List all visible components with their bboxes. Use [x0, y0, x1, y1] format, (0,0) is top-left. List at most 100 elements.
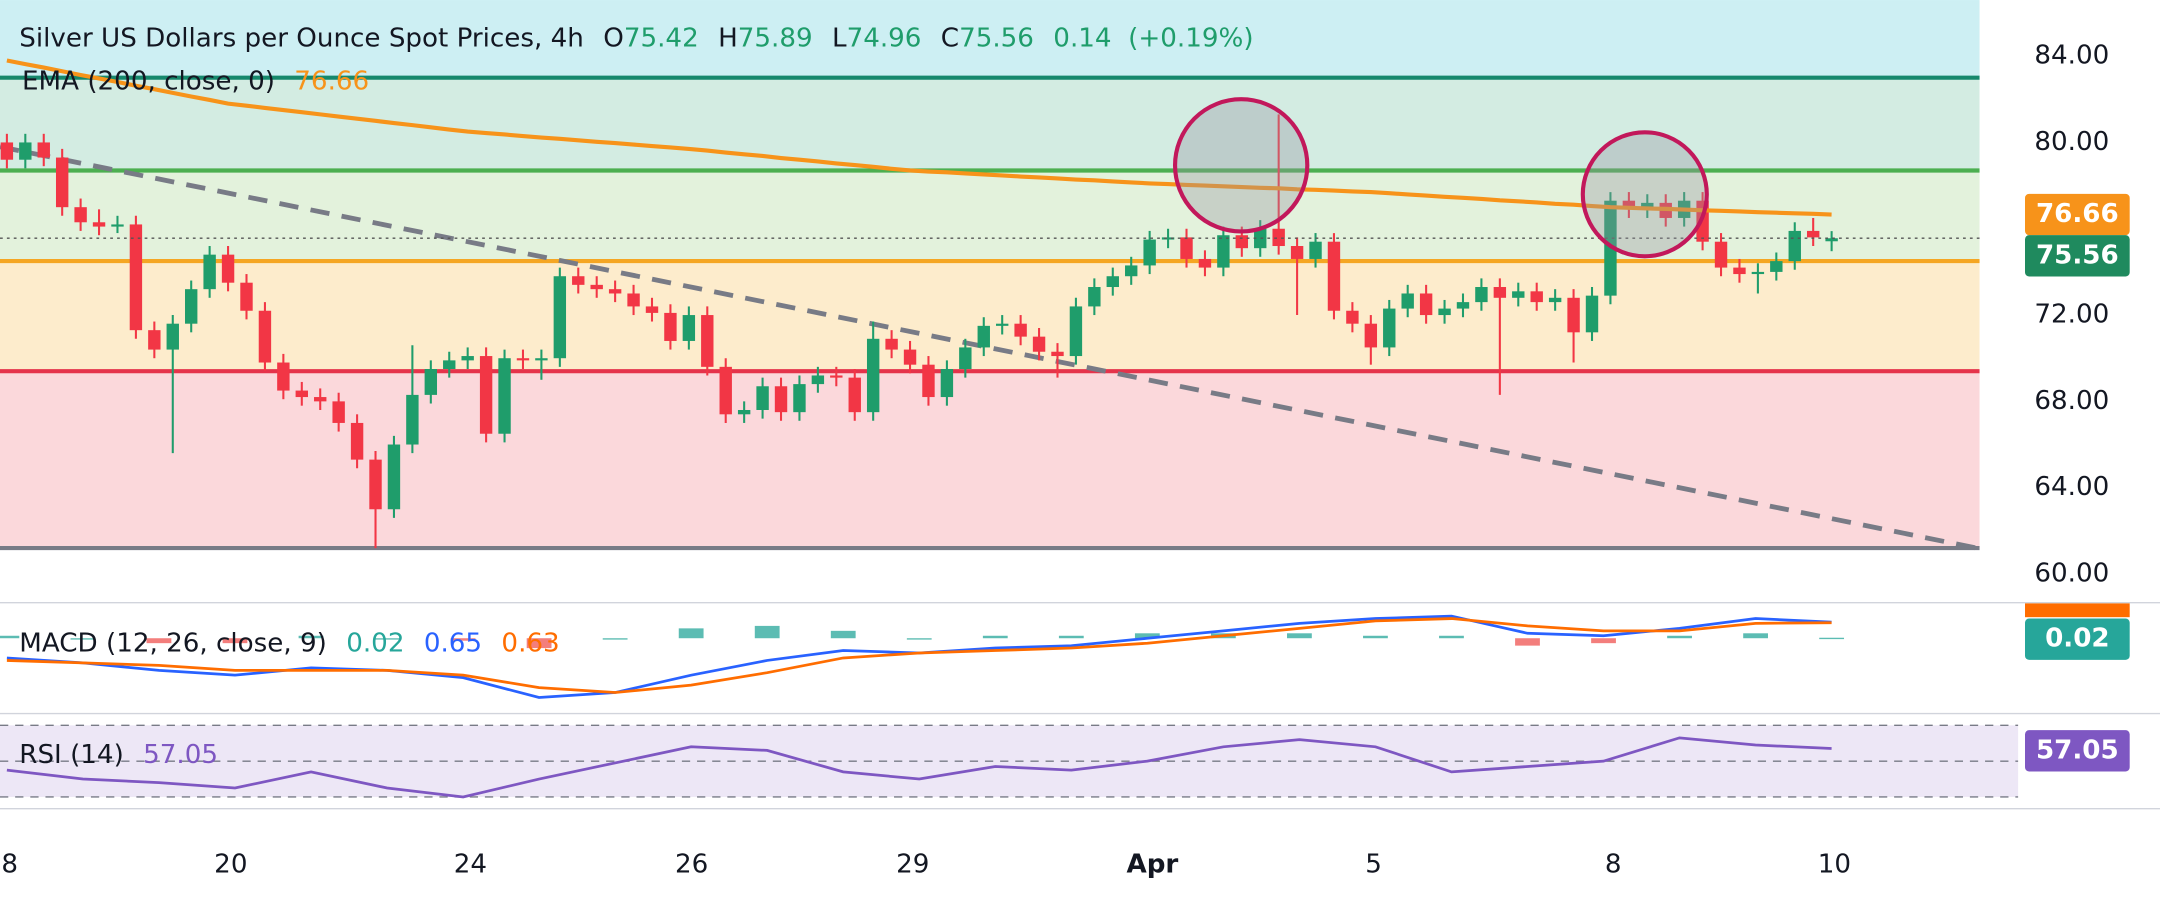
macd-histogram-bar	[1287, 633, 1312, 639]
candle-body	[203, 254, 216, 290]
zone	[0, 77, 1980, 171]
ohlc-prefix: C	[941, 23, 959, 53]
candle-body	[1770, 261, 1783, 272]
legend-header: Silver US Dollars per Ounce Spot Prices,…	[19, 23, 1253, 53]
candle-body	[940, 369, 954, 398]
candle-body	[443, 360, 456, 370]
candle-body	[664, 312, 677, 341]
candle-body	[848, 377, 861, 413]
ema-line	[6, 58, 1832, 217]
candle-body	[1438, 308, 1451, 316]
change-percent: (+0.19%)	[1128, 23, 1253, 53]
ohlc-value: 75.42	[624, 23, 699, 53]
candle-body	[1217, 235, 1230, 268]
candle-body	[1180, 237, 1193, 259]
macd-histogram-bar	[830, 630, 856, 639]
candle-body	[314, 397, 327, 402]
macd-histogram-bar	[0, 635, 20, 639]
histogram-tag-label: 0.02	[2045, 624, 2110, 654]
y-tick-label: 68.00	[2034, 386, 2109, 416]
candle-body	[1401, 293, 1414, 309]
x-tick-label: 20	[214, 850, 247, 880]
signal-value: 0.63	[501, 628, 559, 658]
candle-body	[221, 254, 235, 283]
candle-body	[19, 142, 32, 160]
rsi-line	[6, 736, 1832, 799]
candle-body	[240, 282, 253, 311]
last-price-tag	[2025, 235, 2130, 277]
candle-body	[350, 422, 364, 460]
candle-body	[424, 369, 438, 395]
macd-histogram-bar	[1134, 633, 1160, 639]
candle-body	[1014, 323, 1027, 337]
indicator-panels	[0, 614, 2019, 799]
candle-body	[1106, 276, 1119, 288]
candle-body	[645, 306, 659, 313]
candle-body	[1346, 310, 1359, 324]
macd-histogram-bar	[1667, 635, 1692, 639]
macd-histogram-bar	[1819, 637, 1845, 640]
macd-histogram-bar	[1363, 635, 1388, 639]
candle-body	[572, 276, 585, 285]
candle-body	[37, 142, 50, 158]
candle-body	[166, 323, 179, 350]
candle-body	[277, 362, 290, 391]
macd-hist-value: 0.02	[346, 628, 404, 658]
rsi-name: RSI (14)	[19, 739, 124, 769]
candle-body	[811, 375, 825, 385]
zone	[0, 0, 1980, 78]
candle-body	[406, 394, 419, 445]
candle-body	[793, 384, 806, 413]
candle-body	[608, 289, 622, 294]
ema-price-tag-label: 76.66	[2036, 199, 2119, 229]
candle-body	[1548, 297, 1562, 303]
x-tick-label: Apr	[1126, 850, 1178, 880]
candle-body	[756, 386, 769, 410]
candle-body	[1714, 241, 1728, 268]
macd-histogram-bar	[298, 635, 324, 639]
ohlc-value: 75.89	[738, 23, 813, 53]
ema-value: 76.66	[294, 66, 369, 96]
ema-legend: EMA (200, close, 0) 76.66	[22, 66, 369, 96]
ohlc-prefix: O	[603, 23, 624, 53]
candle-body	[461, 356, 474, 361]
candle-body	[1088, 287, 1101, 307]
levels	[0, 75, 1980, 551]
macd-histogram-bar	[1058, 635, 1084, 639]
candle-body	[1475, 287, 1488, 303]
ohlc-value: 75.56	[959, 23, 1034, 53]
candle-body	[866, 338, 880, 413]
candle-body	[92, 222, 106, 227]
candle-body	[185, 289, 198, 324]
ohlc-value: 74.96	[847, 23, 922, 53]
candle-body	[701, 315, 714, 367]
candle-body	[498, 358, 511, 434]
candle-body	[535, 358, 548, 361]
candle-body	[1419, 293, 1433, 316]
trend-line	[0, 144, 1978, 551]
macd-histogram-bar	[450, 638, 476, 641]
candle-body	[553, 276, 567, 359]
macd-histogram-bar	[1743, 633, 1768, 639]
macd-histogram-bar	[70, 638, 96, 640]
candle-body	[1069, 306, 1083, 357]
x-tick-label: 10	[1818, 850, 1851, 880]
candle-body	[959, 347, 972, 370]
macd-histogram-bar	[526, 638, 552, 649]
candle-body	[369, 459, 382, 510]
macd-histogram-bar	[754, 625, 780, 639]
macd-legend: MACD (12, 26, close, 9) 0.02 0.65 0.63	[19, 628, 559, 658]
candle-body	[0, 142, 14, 160]
macd-histogram-bar	[146, 638, 172, 644]
signal-tag	[2025, 603, 2130, 618]
candle-body	[1806, 230, 1820, 238]
histogram-tag	[2025, 618, 2130, 660]
zones	[0, 0, 1980, 549]
candle-body	[719, 366, 732, 415]
ema-name: EMA (200, close, 0)	[22, 66, 275, 96]
candle-body	[1622, 200, 1636, 210]
candle-body	[774, 386, 788, 413]
highlight-circle	[1580, 130, 1709, 259]
candle-body	[903, 349, 917, 365]
candle-body	[885, 338, 898, 350]
